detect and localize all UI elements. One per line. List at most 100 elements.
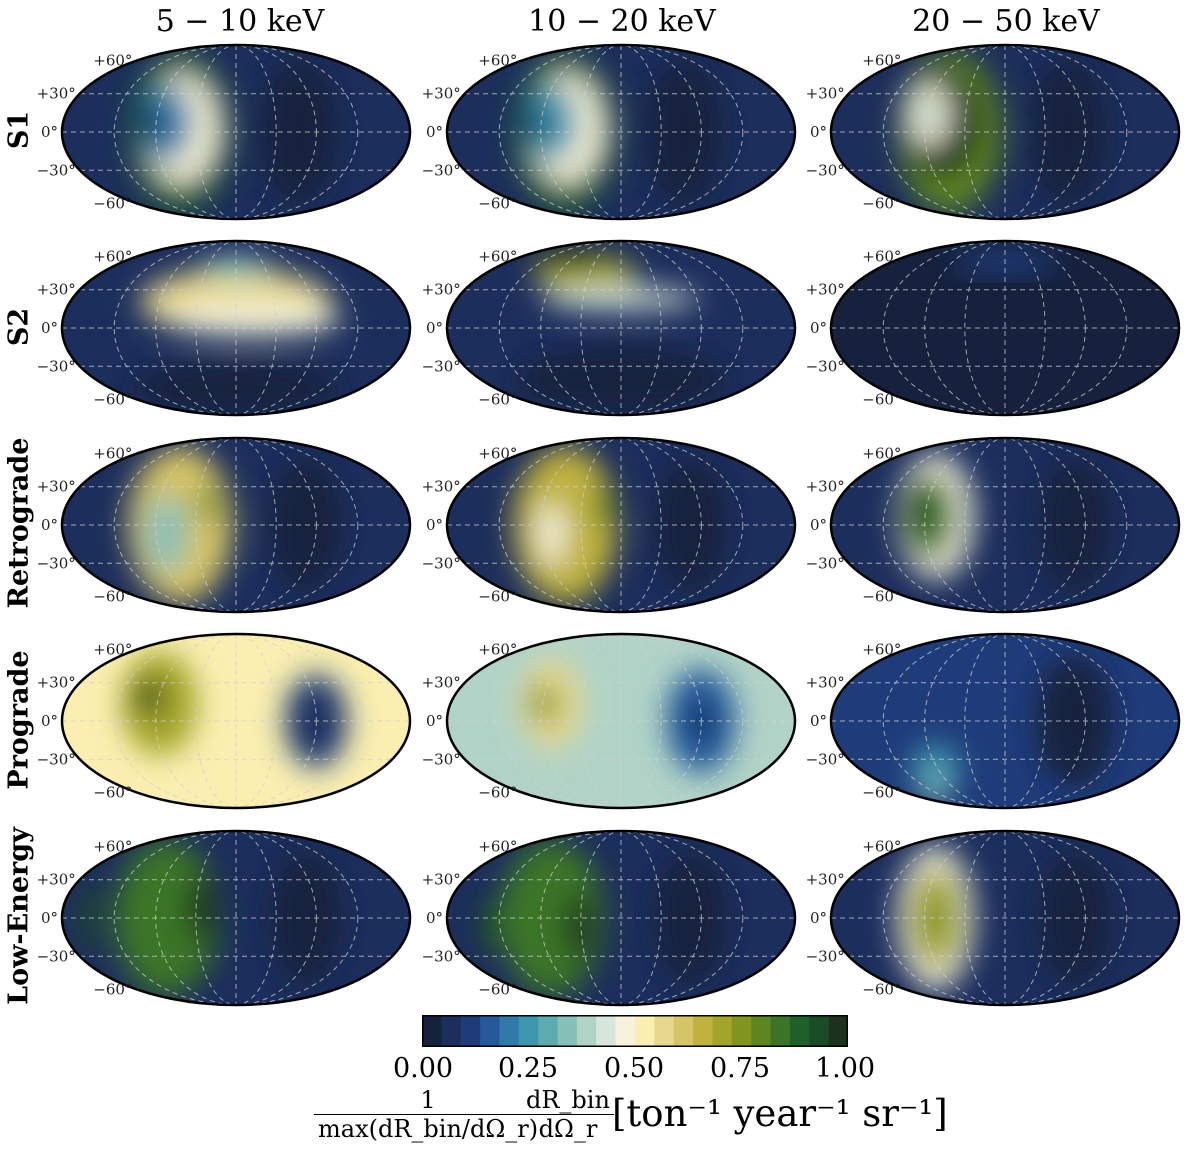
latitude-label: +30°	[37, 478, 76, 496]
graticule	[831, 45, 1179, 219]
map-panel-5-1: +60° +30° 0° −30° −60°	[32, 827, 422, 1009]
latitude-label: −60°	[478, 194, 517, 212]
map-panel-5-3: +60° +30° 0° −30° −60°	[801, 827, 1189, 1009]
graticule	[831, 241, 1179, 415]
graticule-meridian	[580, 241, 662, 415]
colorbar-swatch	[576, 1015, 597, 1047]
graticule-meridian	[580, 45, 662, 219]
colorbar-swatch	[712, 1015, 733, 1047]
colorbar-tick-0: 0.00	[392, 1053, 454, 1084]
map-outline	[829, 239, 1181, 417]
map-svg: +60° +30° 0° −30° −60°	[37, 239, 412, 417]
map-region	[537, 502, 566, 566]
graticule-meridian	[498, 831, 744, 1005]
map-panel-4-2: +60° +30° 0° −30° −60°	[417, 630, 807, 812]
graticule-meridian	[924, 45, 1086, 219]
colorbar-swatch	[731, 1015, 752, 1047]
latitude-label: −30°	[806, 947, 845, 965]
latitude-label: +60°	[93, 445, 132, 463]
latitude-label: +30°	[37, 674, 76, 692]
graticule-meridian	[964, 241, 1046, 415]
latitude-label: −30°	[806, 554, 845, 572]
latitude-label: 0°	[810, 123, 827, 141]
graticule	[447, 45, 795, 219]
latitude-label: +30°	[37, 871, 76, 889]
latitude-label: −30°	[422, 357, 461, 375]
colorbar-tick-4: 1.00	[814, 1053, 876, 1084]
latitude-label: +30°	[806, 871, 845, 889]
graticule-meridian	[580, 634, 662, 808]
latitude-label: +60°	[478, 52, 517, 70]
map-outline	[829, 829, 1181, 1007]
map-svg: +60° +30° 0° −30° −60°	[422, 829, 797, 1007]
latitude-label: −30°	[422, 947, 461, 965]
latitude-label: 0°	[810, 516, 827, 534]
colorbar-swatch	[809, 1015, 830, 1047]
row-label-low-energy: Low-Energy	[3, 827, 35, 1005]
colorbar-swatch	[751, 1015, 772, 1047]
map-panel-1-2: +60° +30° 0° −30° −60°	[417, 41, 807, 223]
map-svg: +60° +30° 0° −30° −60°	[806, 43, 1181, 221]
graticule-meridian	[155, 45, 317, 219]
latitude-label: +60°	[862, 641, 901, 659]
map-panel-3-1: +60° +30° 0° −30° −60°	[32, 434, 422, 616]
latitude-label: +30°	[422, 674, 461, 692]
map-svg: +60° +30° 0° −30° −60°	[37, 436, 412, 614]
map-region	[135, 678, 163, 715]
latitude-label: +30°	[37, 281, 76, 299]
graticule-meridian	[924, 831, 1086, 1005]
colorbar	[422, 1015, 848, 1047]
latitude-label: 0°	[41, 516, 58, 534]
latitude-label: −60°	[478, 390, 517, 408]
graticule-meridian	[155, 438, 317, 612]
map-panel-5-2: +60° +30° 0° −30° −60°	[417, 827, 807, 1009]
colorbar-swatch	[422, 1015, 442, 1047]
latitude-label: −60°	[862, 783, 901, 801]
map-outline	[445, 632, 797, 810]
graticule	[62, 45, 410, 219]
latitude-label: −60°	[93, 783, 132, 801]
latitude-label: 0°	[426, 123, 443, 141]
map-region	[919, 101, 938, 128]
map-svg: +60° +30° 0° −30° −60°	[806, 239, 1181, 417]
graticule-meridian	[113, 241, 359, 415]
graticule-meridian	[195, 438, 277, 612]
latitude-label: −60°	[862, 587, 901, 605]
graticule-meridian	[540, 634, 702, 808]
latitude-label: +30°	[806, 281, 845, 299]
graticule-meridian	[924, 634, 1086, 808]
graticule	[62, 634, 410, 808]
graticule-meridian	[155, 634, 317, 808]
column-title-3: 20 − 50 keV	[912, 4, 1100, 39]
latitude-label: −60°	[862, 194, 901, 212]
map-svg: +60° +30° 0° −30° −60°	[422, 43, 797, 221]
latitude-label: +60°	[93, 641, 132, 659]
colorbar-label-fraction-2: dR_bin dΩ_r	[522, 1086, 614, 1143]
latitude-label: +60°	[862, 445, 901, 463]
graticule	[62, 438, 410, 612]
graticule-meridian	[195, 634, 277, 808]
graticule	[447, 634, 795, 808]
map-region	[923, 777, 948, 804]
graticule-meridian	[924, 438, 1086, 612]
graticule-meridian	[540, 45, 702, 219]
latitude-label: −60°	[93, 587, 132, 605]
graticule-meridian	[964, 45, 1046, 219]
latitude-label: 0°	[41, 319, 58, 337]
colorbar-swatch	[770, 1015, 791, 1047]
graticule-meridian	[882, 45, 1128, 219]
graticule-meridian	[195, 45, 277, 219]
latitude-label: +30°	[37, 85, 76, 103]
colorbar-swatch	[460, 1015, 481, 1047]
latitude-label: 0°	[426, 319, 443, 337]
map-outline	[829, 43, 1181, 221]
map-panel-1-1: +60° +30° 0° −30° −60°	[32, 41, 422, 223]
colorbar-swatch	[828, 1015, 848, 1047]
map-region	[527, 105, 548, 142]
latitude-label: −30°	[806, 357, 845, 375]
latitude-label: −60°	[93, 194, 132, 212]
graticule-meridian	[964, 438, 1046, 612]
latitude-label: +30°	[422, 281, 461, 299]
latitude-label: −30°	[422, 161, 461, 179]
graticule-meridian	[580, 438, 662, 612]
